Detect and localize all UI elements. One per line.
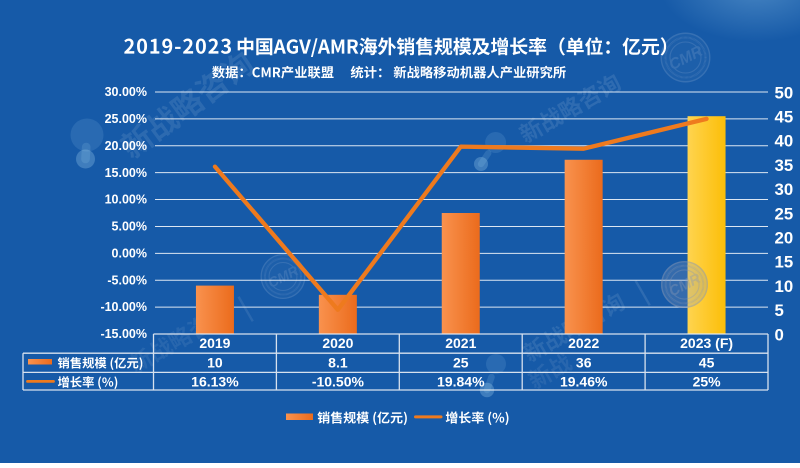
svg-text:5: 5 bbox=[775, 301, 784, 320]
svg-text:15: 15 bbox=[775, 253, 794, 272]
svg-text:20.00%: 20.00% bbox=[105, 139, 147, 153]
svg-text:10: 10 bbox=[775, 277, 794, 296]
svg-text:2023 (F): 2023 (F) bbox=[680, 335, 733, 351]
svg-text:0: 0 bbox=[775, 325, 784, 344]
svg-text:15.00%: 15.00% bbox=[105, 166, 147, 180]
svg-text:25.00%: 25.00% bbox=[105, 112, 147, 126]
svg-text:35: 35 bbox=[775, 156, 794, 175]
svg-text:-10.50%: -10.50% bbox=[312, 374, 365, 390]
svg-text:0.00%: 0.00% bbox=[112, 246, 147, 260]
svg-text:50: 50 bbox=[775, 83, 794, 102]
svg-text:10.00%: 10.00% bbox=[105, 193, 147, 207]
svg-text:2020: 2020 bbox=[322, 335, 353, 351]
svg-text:-5.00%: -5.00% bbox=[107, 273, 147, 287]
svg-text:30: 30 bbox=[775, 180, 794, 199]
svg-text:45: 45 bbox=[775, 108, 794, 127]
svg-text:-10.00%: -10.00% bbox=[100, 300, 147, 314]
svg-text:5.00%: 5.00% bbox=[112, 220, 147, 234]
svg-text:2019: 2019 bbox=[199, 335, 230, 351]
svg-text:36: 36 bbox=[576, 354, 592, 370]
svg-text:20: 20 bbox=[775, 229, 794, 248]
svg-text:25%: 25% bbox=[693, 374, 722, 390]
svg-text:19.84%: 19.84% bbox=[437, 374, 485, 390]
svg-text:16.13%: 16.13% bbox=[191, 374, 239, 390]
svg-text:2022: 2022 bbox=[568, 335, 599, 351]
svg-text:45: 45 bbox=[699, 354, 715, 370]
svg-text:25: 25 bbox=[775, 204, 794, 223]
svg-text:-15.00%: -15.00% bbox=[100, 327, 147, 341]
svg-text:10: 10 bbox=[207, 354, 223, 370]
svg-text:2021: 2021 bbox=[445, 335, 476, 351]
svg-text:25: 25 bbox=[453, 354, 469, 370]
svg-text:8.1: 8.1 bbox=[328, 354, 348, 370]
svg-text:40: 40 bbox=[775, 132, 794, 151]
svg-text:30.00%: 30.00% bbox=[105, 85, 147, 99]
svg-text:19.46%: 19.46% bbox=[560, 374, 608, 390]
